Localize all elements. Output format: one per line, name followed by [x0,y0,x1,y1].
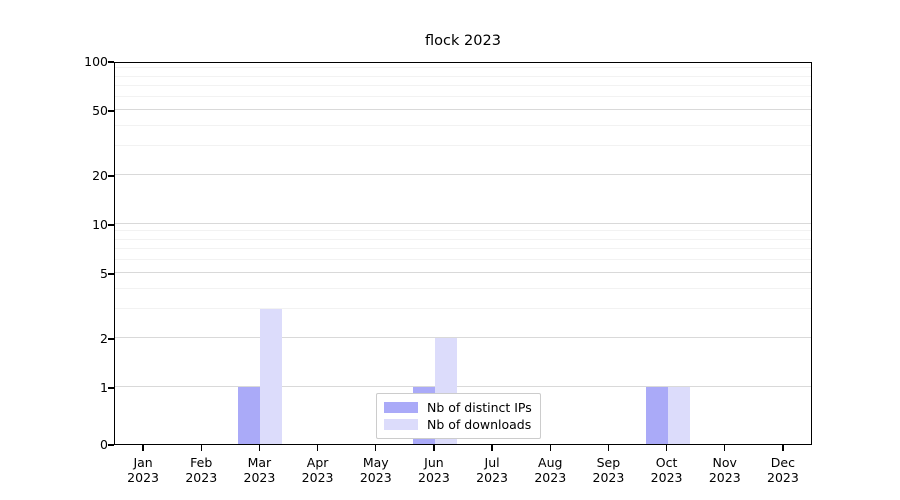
chart-title: flock 2023 [425,33,501,49]
x-tick-mark [491,445,493,451]
x-tick-mark [549,445,551,451]
gridline-major [115,272,811,274]
bar-distinct-ips [645,387,668,444]
x-tick-mark [142,445,144,451]
x-tick-label: Aug 2023 [510,455,590,485]
x-tick-label: Jul 2023 [452,455,532,485]
y-tick-label: 50 [92,103,108,119]
x-tick-mark [665,445,668,451]
x-tick-month: Mar [247,455,272,470]
gridline-minor [115,238,811,240]
gridline-minor [115,248,811,250]
y-tick-mark [108,444,114,446]
x-tick-year: 2023 [476,470,508,485]
bar-downloads [260,309,283,444]
x-tick-year: 2023 [185,470,218,485]
gridline-minor [115,145,811,147]
x-tick-year: 2023 [767,470,799,485]
y-tick-label: 2 [100,330,108,346]
bar-downloads [667,387,690,444]
x-tick-year: 2023 [301,470,334,485]
gridline-minor [115,230,811,232]
gridline-minor [115,287,811,289]
y-tick-label: 100 [84,54,108,69]
y-tick-mark [108,224,114,226]
legend-swatch-icon [384,419,418,430]
gridline-major [115,223,811,224]
y-tick-mark [108,175,114,177]
y-tick-mark [108,387,114,389]
x-tick-year: 2023 [534,470,567,485]
legend-item-label: Nb of downloads [427,417,532,432]
x-tick-mark [200,445,202,451]
x-tick-label: Jan 2023 [103,455,183,485]
gridline-major [115,336,811,338]
x-tick-mark [782,445,784,451]
x-tick-mark [375,445,377,451]
x-tick-year: 2023 [127,470,159,485]
x-tick-year: 2023 [592,470,625,485]
x-tick-year: 2023 [708,470,741,485]
x-tick-month: May [362,455,389,470]
x-tick-mark [433,445,435,451]
gridline-minor [115,85,811,87]
x-tick-year: 2023 [650,470,683,485]
x-tick-month: Jan [133,455,153,470]
y-tick-label: 20 [92,167,108,183]
gridline-major [115,173,811,175]
x-tick-label: May 2023 [336,455,416,485]
x-tick-mark [724,445,726,451]
bar-distinct-ips [238,387,261,444]
x-tick-month: Sep [596,455,621,470]
legend-item-downloads: Nb of downloads [384,416,532,433]
y-tick-label: 5 [100,266,108,282]
x-tick-year: 2023 [243,470,276,485]
y-tick-label: 0 [100,437,108,452]
x-tick-label: Dec 2023 [743,455,823,485]
legend-item-label: Nb of distinct IPs [427,400,532,415]
x-tick-month: Nov [712,455,737,470]
y-tick-label: 1 [100,380,108,395]
gridline-minor [115,308,811,310]
x-tick-month: Jun [424,455,444,470]
x-tick-mark [316,445,319,451]
x-tick-label: Mar 2023 [219,455,299,485]
x-tick-label: Jun 2023 [394,455,474,485]
plot-area [114,62,812,445]
chart-legend: Nb of distinct IPs Nb of downloads [376,393,541,439]
x-tick-year: 2023 [418,470,450,485]
x-tick-month: Aug [538,455,563,470]
x-tick-mark [607,445,610,451]
gridline-minor [115,67,811,69]
y-tick-mark [108,273,114,275]
gridline-major [115,109,811,111]
x-tick-label: Nov 2023 [685,455,765,485]
x-tick-year: 2023 [359,470,392,485]
gridline-minor [115,259,811,261]
x-tick-label: Feb 2023 [161,455,241,485]
x-tick-mark [258,445,261,451]
gridline-minor [115,96,811,98]
y-tick-label: 10 [92,217,108,232]
x-tick-month: Dec [770,455,795,470]
x-tick-month: Apr [306,455,329,470]
x-tick-label: Apr 2023 [278,455,358,485]
x-tick-month: Feb [190,455,213,470]
gridline-minor [115,124,811,126]
legend-swatch-icon [384,402,418,413]
gridline-minor [115,75,811,77]
x-tick-label: Oct 2023 [627,455,707,485]
y-tick-mark [108,338,114,340]
x-tick-month: Jul [484,455,500,470]
y-tick-mark [108,61,114,63]
y-tick-mark [108,110,114,112]
x-tick-label: Sep 2023 [568,455,648,485]
x-tick-month: Oct [655,455,678,470]
gridline-major [115,386,811,387]
legend-item-distinct-ips: Nb of distinct IPs [384,399,532,416]
